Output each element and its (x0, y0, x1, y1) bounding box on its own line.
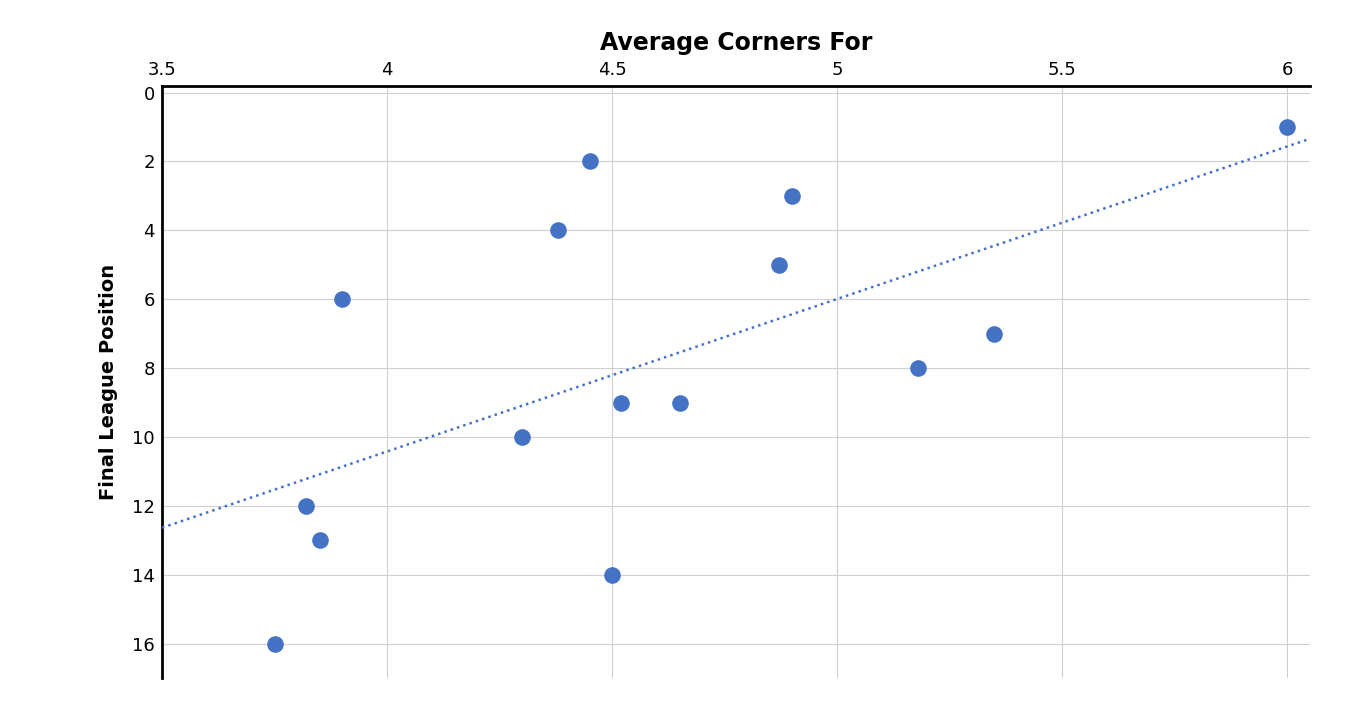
Point (263, 638, 285, 650)
Point (579, 156, 601, 167)
Y-axis label: Final League Position: Final League Position (100, 264, 119, 500)
Point (309, 535, 331, 546)
Point (768, 259, 790, 271)
Point (668, 397, 690, 408)
Point (907, 363, 929, 374)
Point (601, 569, 622, 580)
Point (512, 431, 533, 443)
Point (610, 397, 632, 408)
Point (1276, 121, 1297, 133)
X-axis label: Average Corners For: Average Corners For (599, 31, 872, 55)
Point (782, 190, 803, 201)
Point (547, 225, 568, 236)
Point (984, 328, 1006, 339)
Point (296, 501, 317, 512)
Point (331, 293, 352, 305)
